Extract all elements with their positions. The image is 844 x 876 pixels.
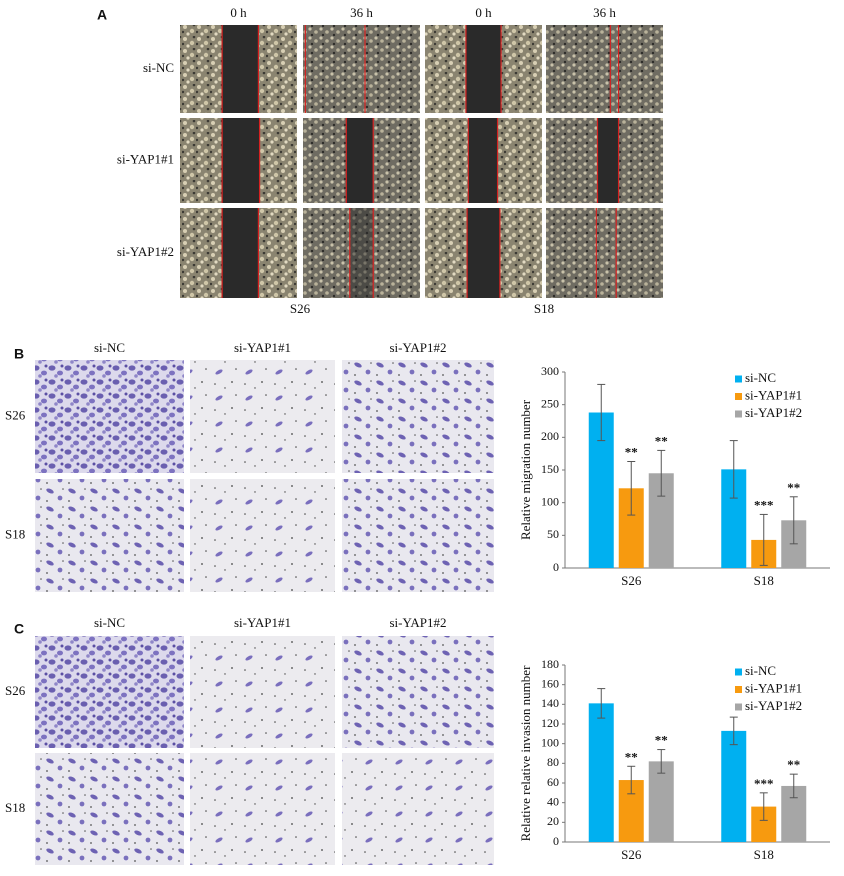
scratch-gap	[349, 208, 374, 298]
y-tick-label: 150	[541, 462, 559, 476]
y-axis-label: Relative migration number	[518, 399, 533, 540]
legend-label: si-YAP1#2	[745, 698, 802, 713]
transwell-image	[342, 360, 494, 473]
transwell-image	[35, 753, 184, 865]
row-label: si-NC	[143, 60, 174, 75]
row-label: S18	[5, 800, 25, 815]
legend-label: si-YAP1#1	[745, 387, 802, 402]
significance: **	[625, 749, 638, 764]
row-label: S18	[5, 526, 25, 541]
y-tick-label: 100	[541, 494, 559, 508]
significance: **	[655, 433, 668, 448]
group-label: S18	[534, 301, 554, 316]
transwell-image	[35, 360, 184, 473]
y-tick-label: 300	[541, 364, 559, 378]
transwell-image	[342, 636, 494, 748]
legend-swatch	[735, 375, 742, 383]
significance: **	[625, 444, 638, 459]
significance: **	[787, 757, 800, 772]
column-label: si-NC	[94, 340, 125, 355]
scratch-image	[546, 25, 663, 113]
column-label: 36 h	[593, 5, 616, 20]
significance: **	[655, 733, 668, 748]
legend-label: si-NC	[745, 663, 776, 678]
y-axis-label: Relative relative invasion number	[518, 665, 533, 841]
column-label: 0 h	[475, 5, 492, 20]
significance: ***	[754, 776, 774, 791]
scratch-gap	[222, 118, 260, 203]
transwell-image	[190, 479, 335, 592]
transwell-image	[35, 479, 184, 592]
y-tick-label: 200	[541, 429, 559, 443]
x-tick-label: S26	[621, 847, 642, 862]
scratch-gap	[222, 208, 259, 298]
y-tick-label: 140	[541, 696, 559, 710]
y-tick-label: 100	[541, 735, 559, 749]
scratch-gap	[597, 118, 619, 203]
transwell-image	[190, 636, 335, 748]
x-tick-label: S18	[754, 847, 774, 862]
scratch-gap	[467, 208, 500, 298]
significance: **	[787, 480, 800, 495]
transwell-image	[342, 479, 494, 592]
y-tick-label: 20	[547, 814, 559, 828]
legend-swatch	[735, 668, 742, 676]
legend-label: si-YAP1#2	[745, 405, 802, 420]
y-tick-label: 50	[547, 527, 559, 541]
group-label: S26	[290, 301, 311, 316]
scratch-gap	[468, 118, 498, 203]
column-label: si-YAP1#1	[234, 615, 291, 630]
row-label: si-YAP1#1	[117, 151, 174, 166]
column-label: si-YAP1#1	[234, 340, 291, 355]
row-label: si-YAP1#2	[117, 244, 174, 259]
y-tick-label: 80	[547, 755, 559, 769]
scratch-image	[303, 25, 420, 113]
y-tick-label: 160	[541, 676, 559, 690]
legend-label: si-NC	[745, 370, 776, 385]
panel-label: A	[97, 7, 107, 23]
row-label: S26	[5, 407, 26, 422]
column-label: 0 h	[230, 5, 247, 20]
column-label: si-NC	[94, 615, 125, 630]
y-tick-label: 120	[541, 716, 559, 730]
legend-label: si-YAP1#1	[745, 680, 802, 695]
scratch-gap	[465, 25, 502, 113]
y-tick-label: 250	[541, 396, 559, 410]
transwell-image	[190, 360, 335, 473]
bar	[588, 703, 614, 842]
legend-swatch	[735, 686, 742, 693]
panel-label: B	[14, 346, 24, 362]
transwell-image	[190, 753, 335, 865]
column-label: si-YAP1#2	[389, 340, 446, 355]
row-label: S26	[5, 683, 26, 698]
column-label: 36 h	[350, 5, 373, 20]
x-tick-label: S26	[621, 573, 642, 588]
panel-label: C	[14, 621, 24, 637]
y-tick-label: 180	[541, 657, 559, 671]
x-tick-label: S18	[754, 573, 774, 588]
legend-swatch	[735, 393, 742, 400]
y-tick-label: 0	[553, 834, 559, 848]
y-tick-label: 0	[553, 560, 559, 574]
y-tick-label: 40	[547, 794, 559, 808]
transwell-image	[35, 636, 184, 748]
legend-swatch	[735, 410, 742, 418]
y-tick-label: 60	[547, 775, 559, 789]
scratch-image	[546, 208, 663, 298]
significance: ***	[754, 497, 774, 512]
legend-swatch	[735, 703, 742, 711]
bar	[721, 730, 747, 842]
bar	[648, 761, 674, 842]
column-label: si-YAP1#2	[389, 615, 446, 630]
transwell-image	[342, 753, 494, 865]
scratch-gap	[346, 118, 374, 203]
scratch-gap	[222, 25, 259, 113]
